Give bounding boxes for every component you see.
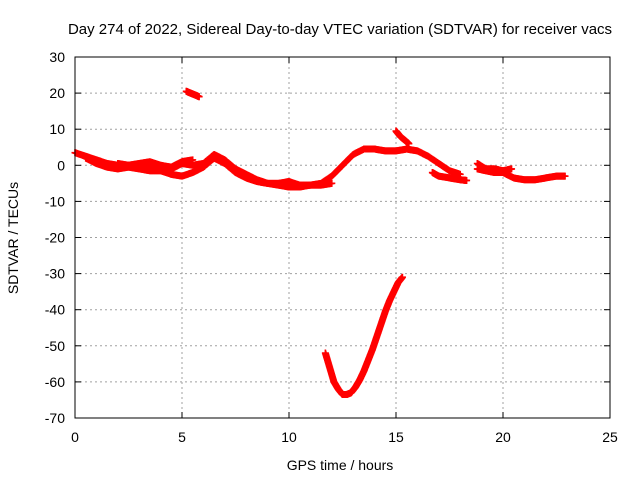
y-tick-label: -30 xyxy=(45,266,65,282)
x-tick-label: 25 xyxy=(602,429,618,445)
series-spike-near-15 xyxy=(392,127,413,148)
y-tick-label: 20 xyxy=(49,85,65,101)
y-tick-label: -40 xyxy=(45,302,65,318)
y-tick-label: -20 xyxy=(45,230,65,246)
x-tick-label: 20 xyxy=(495,429,511,445)
data-point xyxy=(189,156,197,164)
y-tick-label: -60 xyxy=(45,374,65,390)
y-tick-label: -70 xyxy=(45,410,65,426)
x-tick-label: 15 xyxy=(388,429,404,445)
x-axis-title: GPS time / hours xyxy=(287,457,394,473)
x-tick-label: 0 xyxy=(71,429,79,445)
series-late-band-2 xyxy=(473,159,516,175)
data-point xyxy=(405,140,413,148)
series-outlier-near-5 xyxy=(182,87,203,101)
y-tick-label: 30 xyxy=(49,49,65,65)
series-lower-band xyxy=(82,154,336,191)
data-point xyxy=(463,176,471,184)
chart-title: Day 274 of 2022, Sidereal Day-to-day VTE… xyxy=(68,21,612,38)
y-tick-label: -50 xyxy=(45,338,65,354)
x-tick-label: 5 xyxy=(178,429,186,445)
y-tick-label: 0 xyxy=(57,157,65,173)
data-point xyxy=(398,273,406,281)
series-dip-curve xyxy=(321,273,406,399)
data-point xyxy=(328,179,336,187)
series-late-arc-1 xyxy=(428,169,471,184)
y-tick-label: -10 xyxy=(45,193,65,209)
axis-ticks: 0 5 10 15 20 25 -70 -60 -50 -40 -30 -20 -10 0 10 20 30 xyxy=(45,49,618,445)
data-point xyxy=(561,172,569,180)
data-point xyxy=(195,93,203,101)
data-point xyxy=(508,165,516,173)
y-tick-label: 10 xyxy=(49,121,65,137)
y-axis-title: SDTVAR / TECUs xyxy=(5,182,21,294)
grid-lines xyxy=(75,57,610,418)
x-tick-label: 10 xyxy=(281,429,297,445)
series-mid-band xyxy=(114,156,197,171)
data-points xyxy=(71,87,569,399)
